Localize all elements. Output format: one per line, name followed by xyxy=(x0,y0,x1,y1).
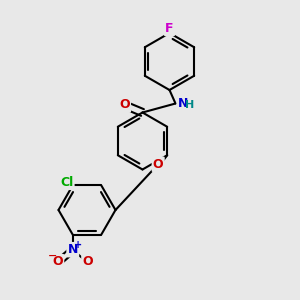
Text: Cl: Cl xyxy=(60,176,74,189)
Text: +: + xyxy=(74,240,82,250)
Text: N: N xyxy=(68,243,78,256)
Text: −: − xyxy=(48,251,57,261)
Text: N: N xyxy=(178,97,188,110)
Text: O: O xyxy=(119,98,130,112)
Text: O: O xyxy=(153,158,164,171)
Text: F: F xyxy=(165,22,174,35)
Text: O: O xyxy=(52,255,63,268)
Text: O: O xyxy=(82,255,93,268)
Text: H: H xyxy=(185,100,194,110)
